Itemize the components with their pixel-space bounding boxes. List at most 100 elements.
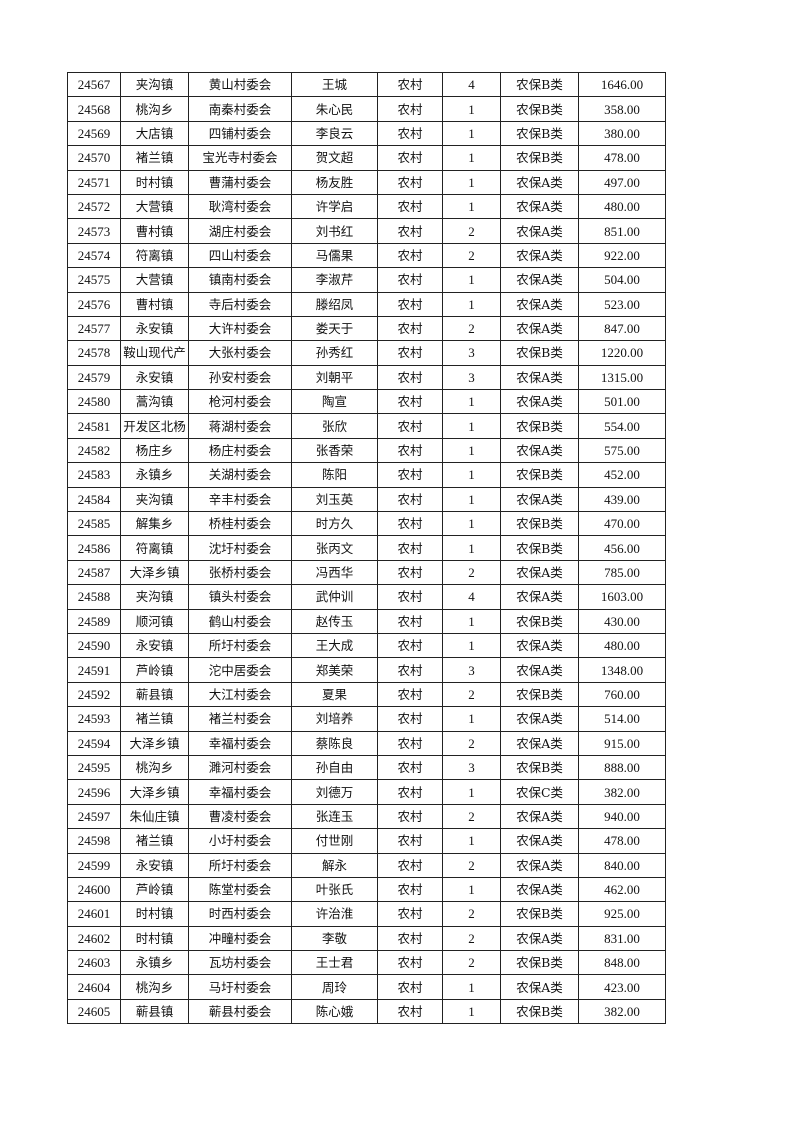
person-name-cell: 刘书红 (291, 218, 378, 244)
area-type-cell: 农村 (377, 462, 443, 488)
person-name-cell: 王士君 (291, 950, 378, 976)
record-id-cell: 24599 (67, 852, 121, 878)
household-count-cell: 1 (442, 437, 501, 464)
household-count-cell: 1 (442, 608, 501, 634)
insurance-category-cell: 农保B类 (500, 998, 579, 1025)
area-type-cell: 农村 (377, 315, 443, 342)
household-count-cell: 4 (442, 71, 501, 98)
area-type-cell: 农村 (377, 803, 443, 830)
village-committee-cell: 黄山村委会 (188, 71, 292, 98)
insurance-category-cell: 农保A类 (500, 559, 579, 586)
household-count-cell: 1 (442, 998, 501, 1025)
amount-cell: 760.00 (578, 681, 666, 708)
household-count-cell: 1 (442, 413, 501, 439)
amount-cell: 554.00 (578, 413, 666, 439)
insurance-category-cell: 农保A类 (500, 925, 579, 952)
amount-cell: 1603.00 (578, 584, 666, 610)
amount-cell: 382.00 (578, 779, 666, 805)
household-count-cell: 2 (442, 730, 501, 756)
village-committee-cell: 镇南村委会 (188, 267, 292, 293)
area-type-cell: 农村 (377, 193, 443, 220)
person-name-cell: 刘德万 (291, 779, 378, 805)
table-row: 24587 大泽乡镇 张桥村委会 冯西华 农村 2 农保A类 785.00 (67, 559, 666, 586)
insurance-category-cell: 农保A类 (500, 218, 579, 244)
record-id-cell: 24586 (67, 535, 121, 561)
record-id-cell: 24568 (67, 96, 121, 122)
village-committee-cell: 大许村委会 (188, 315, 292, 342)
area-type-cell: 农村 (377, 925, 443, 952)
town-cell: 符离镇 (120, 535, 189, 561)
insurance-category-cell: 农保A类 (500, 632, 579, 659)
insurance-category-cell: 农保A类 (500, 852, 579, 878)
person-name-cell: 陈心娥 (291, 998, 378, 1025)
village-committee-cell: 鹤山村委会 (188, 608, 292, 634)
town-cell: 永安镇 (120, 632, 189, 659)
record-id-cell: 24588 (67, 584, 121, 610)
record-id-cell: 24576 (67, 291, 121, 317)
town-cell: 夹沟镇 (120, 584, 189, 610)
person-name-cell: 解永 (291, 852, 378, 878)
table-row: 24569 大店镇 四铺村委会 李良云 农村 1 农保B类 380.00 (67, 120, 666, 147)
area-type-cell: 农村 (377, 535, 443, 561)
area-type-cell: 农村 (377, 681, 443, 708)
amount-cell: 1646.00 (578, 71, 666, 98)
village-committee-cell: 镇头村委会 (188, 584, 292, 610)
household-count-cell: 1 (442, 96, 501, 122)
record-id-cell: 24570 (67, 145, 121, 171)
person-name-cell: 许学启 (291, 193, 378, 220)
insurance-category-cell: 农保A类 (500, 706, 579, 732)
town-cell: 朱仙庄镇 (120, 803, 189, 830)
village-committee-cell: 幸福村委会 (188, 730, 292, 756)
town-cell: 鞍山现代产 (120, 340, 189, 366)
area-type-cell: 农村 (377, 511, 443, 537)
household-count-cell: 4 (442, 584, 501, 610)
household-count-cell: 1 (442, 193, 501, 220)
amount-cell: 497.00 (578, 169, 666, 195)
insurance-category-cell: 农保B类 (500, 145, 579, 171)
table-row: 24570 褚兰镇 宝光寺村委会 贺文超 农村 1 农保B类 478.00 (67, 145, 666, 171)
amount-cell: 785.00 (578, 559, 666, 586)
village-committee-cell: 南秦村委会 (188, 96, 292, 122)
household-count-cell: 2 (442, 901, 501, 927)
area-type-cell: 农村 (377, 145, 443, 171)
table-row: 24601 时村镇 时西村委会 许治淮 农村 2 农保B类 925.00 (67, 901, 666, 927)
town-cell: 芦岭镇 (120, 657, 189, 683)
household-count-cell: 2 (442, 925, 501, 952)
insurance-category-cell: 农保B类 (500, 681, 579, 708)
insurance-category-cell: 农保A类 (500, 193, 579, 220)
area-type-cell: 农村 (377, 389, 443, 415)
town-cell: 时村镇 (120, 901, 189, 927)
table-row: 24580 蒿沟镇 枪河村委会 陶宣 农村 1 农保A类 501.00 (67, 389, 666, 415)
amount-cell: 456.00 (578, 535, 666, 561)
town-cell: 芦岭镇 (120, 876, 189, 903)
household-count-cell: 2 (442, 315, 501, 342)
household-count-cell: 3 (442, 754, 501, 781)
household-count-cell: 2 (442, 852, 501, 878)
records-table: 24567 夹沟镇 黄山村委会 王城 农村 4 农保B类 1646.00 24568 桃沟乡 南秦村… (67, 71, 666, 1025)
town-cell: 永镇乡 (120, 950, 189, 976)
record-id-cell: 24587 (67, 559, 121, 586)
household-count-cell: 1 (442, 706, 501, 732)
town-cell: 褚兰镇 (120, 706, 189, 732)
town-cell: 大店镇 (120, 120, 189, 147)
village-committee-cell: 所圩村委会 (188, 852, 292, 878)
town-cell: 永安镇 (120, 364, 189, 391)
person-name-cell: 李敬 (291, 925, 378, 952)
household-count-cell: 1 (442, 632, 501, 659)
town-cell: 永镇乡 (120, 462, 189, 488)
person-name-cell: 冯西华 (291, 559, 378, 586)
person-name-cell: 孙秀红 (291, 340, 378, 366)
person-name-cell: 郑美荣 (291, 657, 378, 683)
village-committee-cell: 褚兰村委会 (188, 706, 292, 732)
village-committee-cell: 所圩村委会 (188, 632, 292, 659)
amount-cell: 922.00 (578, 242, 666, 269)
area-type-cell: 农村 (377, 998, 443, 1025)
household-count-cell: 2 (442, 242, 501, 269)
household-count-cell: 1 (442, 145, 501, 171)
village-committee-cell: 瓦坊村委会 (188, 950, 292, 976)
area-type-cell: 农村 (377, 632, 443, 659)
record-id-cell: 24605 (67, 998, 121, 1025)
insurance-category-cell: 农保B类 (500, 754, 579, 781)
household-count-cell: 1 (442, 389, 501, 415)
insurance-category-cell: 农保A类 (500, 267, 579, 293)
